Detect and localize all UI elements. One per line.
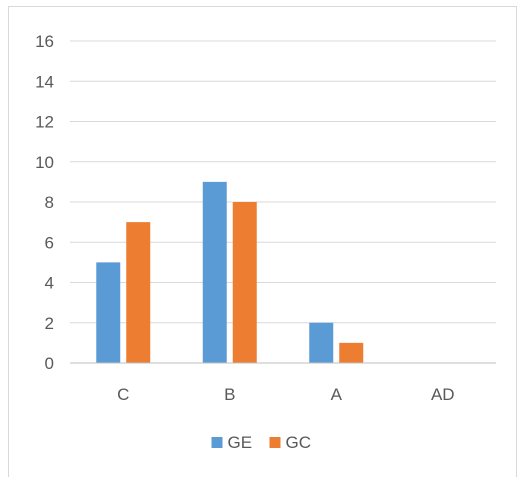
bar-gc-c — [126, 222, 151, 363]
x-tick-label: C — [117, 385, 129, 404]
legend-swatch-ge — [211, 437, 223, 448]
y-tick-label: 10 — [35, 153, 54, 172]
y-tick-label: 2 — [45, 314, 54, 333]
y-tick-label: 6 — [45, 233, 54, 252]
y-tick-label: 16 — [35, 32, 54, 51]
bar-ge-b — [202, 181, 227, 363]
x-tick-label: B — [224, 385, 235, 404]
y-tick-label: 0 — [45, 354, 54, 373]
legend-label-gc: GC — [286, 433, 312, 452]
y-tick-label: 8 — [45, 193, 54, 212]
bar-gc-b — [232, 202, 257, 363]
x-tick-label: AD — [431, 385, 455, 404]
bar-gc-a — [339, 342, 364, 363]
y-tick-label: 14 — [35, 72, 54, 91]
bar-chart: 0 2 4 6 8 10 12 14 16 C B A AD GE GC — [35, 32, 496, 452]
legend-label-ge: GE — [228, 433, 253, 452]
chart-frame: 0 2 4 6 8 10 12 14 16 C B A AD GE GC — [8, 6, 517, 477]
bar-ge-a — [309, 322, 334, 363]
y-tick-label: 4 — [45, 274, 54, 293]
bar-ge-c — [96, 262, 121, 363]
legend-swatch-gc — [269, 437, 281, 448]
x-tick-label: A — [331, 385, 343, 404]
y-tick-label: 12 — [35, 113, 54, 132]
